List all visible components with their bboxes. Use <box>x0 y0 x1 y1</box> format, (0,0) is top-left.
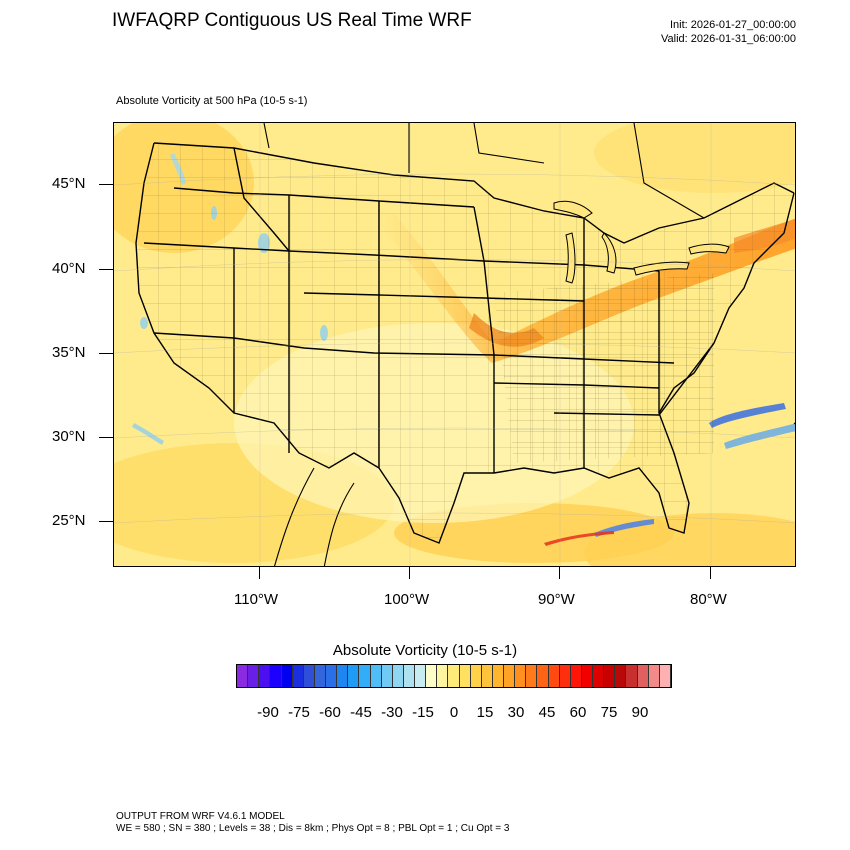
colorbar-swatch <box>492 665 504 687</box>
colorbar-swatch <box>570 665 582 687</box>
colorbar-swatch <box>392 665 404 687</box>
colorbar-swatch <box>337 665 349 687</box>
colorbar-label: 0 <box>449 704 459 721</box>
colorbar-label: 45 <box>538 704 556 721</box>
lat-tick <box>99 437 113 438</box>
lat-tick <box>99 269 113 270</box>
colorbar-swatch <box>515 665 527 687</box>
lon-tick <box>409 567 410 579</box>
lat-tick <box>99 353 113 354</box>
colorbar-label: -15 <box>412 704 434 721</box>
lat-tick <box>99 184 113 185</box>
footer-config: WE = 580 ; SN = 380 ; Levels = 38 ; Dis … <box>116 823 510 834</box>
colorbar-swatch <box>615 665 627 687</box>
valid-time: Valid: 2026-01-31_06:00:00 <box>661 33 796 45</box>
vorticity-map <box>113 122 796 567</box>
colorbar-swatch <box>270 665 282 687</box>
colorbar-swatch <box>314 665 326 687</box>
colorbar-swatch <box>437 665 449 687</box>
colorbar-swatch <box>415 665 427 687</box>
colorbar-swatch <box>537 665 549 687</box>
colorbar-swatch <box>559 665 571 687</box>
colorbar-swatch <box>626 665 638 687</box>
colorbar-swatch <box>281 665 293 687</box>
colorbar-swatch <box>292 665 304 687</box>
lon-tick <box>559 567 560 579</box>
lon-label-80w: 80°W <box>690 591 727 608</box>
colorbar-swatch <box>581 665 593 687</box>
colorbar-swatch <box>470 665 482 687</box>
colorbar-swatch <box>637 665 649 687</box>
lon-label-90w: 90°W <box>538 591 575 608</box>
colorbar <box>236 664 672 688</box>
colorbar-label: 90 <box>631 704 649 721</box>
lat-label-35n: 35°N <box>52 344 86 361</box>
colorbar-label: 30 <box>507 704 525 721</box>
lon-label-100w: 100°W <box>384 591 430 608</box>
colorbar-label: -60 <box>319 704 341 721</box>
colorbar-label: 60 <box>569 704 587 721</box>
lon-label-110w: 110°W <box>234 591 279 608</box>
lon-tick <box>710 567 711 579</box>
colorbar-label: 75 <box>600 704 618 721</box>
colorbar-swatch <box>426 665 438 687</box>
colorbar-swatch <box>504 665 516 687</box>
colorbar-swatch <box>259 665 271 687</box>
colorbar-swatch <box>526 665 538 687</box>
lat-label-40n: 40°N <box>52 260 86 277</box>
colorbar-swatch <box>248 665 260 687</box>
map-canvas <box>114 123 795 566</box>
colorbar-swatch <box>403 665 415 687</box>
lon-tick <box>259 567 260 579</box>
colorbar-swatch <box>359 665 371 687</box>
colorbar-swatch <box>348 665 360 687</box>
great-lakes <box>553 200 730 284</box>
colorbar-swatch <box>370 665 382 687</box>
colorbar-label: -30 <box>381 704 403 721</box>
colorbar-swatch <box>237 665 249 687</box>
field-label: Absolute Vorticity at 500 hPa (10-5 s-1) <box>116 95 308 107</box>
colorbar-label: 15 <box>476 704 494 721</box>
lat-label-25n: 25°N <box>52 512 86 529</box>
colorbar-swatch <box>381 665 393 687</box>
colorbar-label: -45 <box>350 704 372 721</box>
colorbar-swatch <box>593 665 605 687</box>
colorbar-swatch <box>648 665 660 687</box>
lat-label-45n: 45°N <box>52 175 86 192</box>
colorbar-swatch <box>604 665 616 687</box>
colorbar-label: -90 <box>257 704 279 721</box>
colorbar-swatch <box>459 665 471 687</box>
lat-label-30n: 30°N <box>52 428 86 445</box>
colorbar-label: -75 <box>288 704 310 721</box>
lat-tick <box>99 521 113 522</box>
colorbar-swatch <box>326 665 338 687</box>
colorbar-title: Absolute Vorticity (10-5 s-1) <box>332 642 518 659</box>
colorbar-swatch <box>448 665 460 687</box>
footer-model: OUTPUT FROM WRF V4.6.1 MODEL <box>116 811 285 822</box>
colorbar-swatch <box>548 665 560 687</box>
colorbar-swatch <box>659 665 671 687</box>
colorbar-swatch <box>481 665 493 687</box>
init-time: Init: 2026-01-27_00:00:00 <box>670 19 796 31</box>
colorbar-swatch <box>303 665 315 687</box>
chart-title: IWFAQRP Contiguous US Real Time WRF <box>112 10 472 31</box>
